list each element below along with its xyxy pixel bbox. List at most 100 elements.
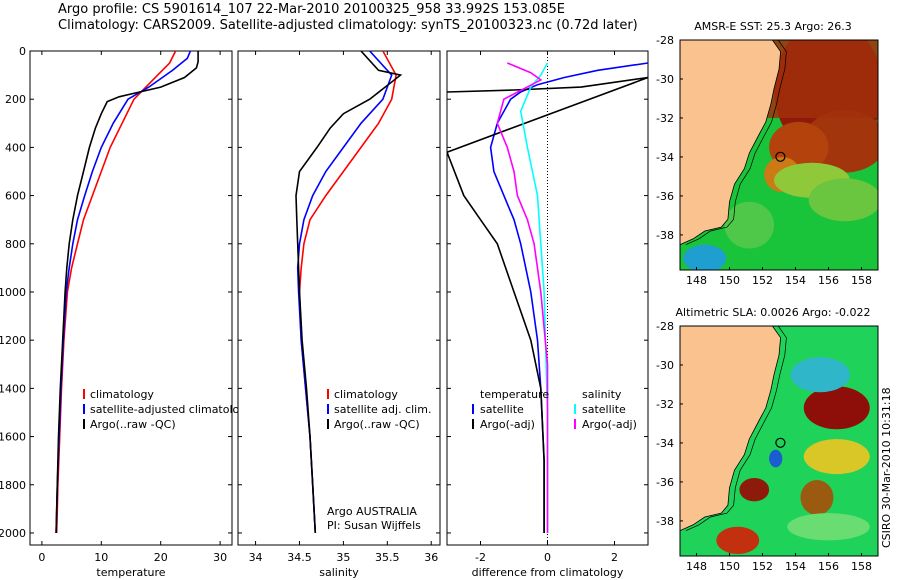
x-tick-label: 158 xyxy=(851,560,872,573)
map-content xyxy=(680,326,878,556)
x-tick-label: 34 xyxy=(249,551,263,564)
y-tick-label: 1200 xyxy=(0,334,26,347)
x-axis-label: salinity xyxy=(319,566,359,579)
land-mass xyxy=(680,326,782,532)
x-tick-label: 156 xyxy=(818,560,839,573)
timestamp-stamp: CSIRO 30-Mar-2010 10:31:18 xyxy=(880,387,893,548)
sla-map: 148 150 152 154 156 158 -28 -30 -32 -34 -36 -38 Alti… xyxy=(656,306,879,573)
series-line xyxy=(295,51,403,534)
x-tick-label: 156 xyxy=(818,274,839,287)
series-line xyxy=(55,51,199,534)
x-tick-label: 20 xyxy=(154,551,168,564)
data-blob xyxy=(739,478,770,502)
x-tick-label: 154 xyxy=(785,560,806,573)
legend-entry: salinity xyxy=(582,388,622,401)
y-tick-label: -28 xyxy=(656,34,674,47)
x-tick-label: 30 xyxy=(213,551,227,564)
x-tick-label: 10 xyxy=(94,551,108,564)
data-blob xyxy=(803,439,870,475)
data-blob xyxy=(724,201,775,249)
data-blob xyxy=(808,178,878,222)
panel-annotation: Argo AUSTRALIA xyxy=(327,505,417,518)
data-blob xyxy=(716,526,760,555)
legend-entry: satellite-adjusted climatology xyxy=(90,403,253,416)
legend-entry: climatology xyxy=(90,388,154,401)
x-tick-label: 148 xyxy=(686,560,707,573)
x-tick-label: -2 xyxy=(475,551,486,564)
map-content xyxy=(680,40,878,270)
x-tick-label: 152 xyxy=(752,274,773,287)
y-tick-label: -30 xyxy=(656,359,674,372)
x-tick-label: 2 xyxy=(611,551,618,564)
legend-entry: Argo(-adj) xyxy=(480,418,535,431)
x-tick-label: 35 xyxy=(336,551,350,564)
series-line xyxy=(447,76,648,533)
salinity-panel: 34 34.5 35 35.5 36 salinity climatology satelli… xyxy=(237,50,441,579)
map-title: Altimetric SLA: 0.0026 Argo: -0.022 xyxy=(676,306,871,319)
data-blob xyxy=(790,357,850,393)
difference-panel: -2 0 2 difference from climatology temperatu… xyxy=(446,50,649,579)
x-tick-label: 158 xyxy=(851,274,872,287)
y-tick-label: 2000 xyxy=(0,527,26,540)
y-tick-label: 800 xyxy=(5,238,26,251)
map-title: AMSR-E SST: 25.3 Argo: 26.3 xyxy=(694,20,852,33)
x-tick-label: 0 xyxy=(544,551,551,564)
legend-entry: satellite adj. clim. xyxy=(334,403,431,416)
y-tick-label: 0 xyxy=(19,45,26,58)
y-tick-label: -32 xyxy=(656,398,674,411)
data-blob xyxy=(683,244,727,270)
y-tick-label: 200 xyxy=(5,93,26,106)
y-tick-label: -30 xyxy=(656,73,674,86)
y-tick-label: -38 xyxy=(656,515,674,528)
x-tick-label: 150 xyxy=(719,560,740,573)
data-blob xyxy=(787,513,870,541)
figure-title-line2: Climatology: CARS2009. Satellite-adjuste… xyxy=(58,18,638,33)
warm-band xyxy=(767,40,878,118)
y-tick-label: 1400 xyxy=(0,382,26,395)
x-tick-label: 35.5 xyxy=(375,551,400,564)
legend-entry: temperature xyxy=(480,388,549,401)
y-tick-label: 1000 xyxy=(0,286,26,299)
legend-entry: Argo(-adj) xyxy=(582,418,637,431)
legend-entry: satellite xyxy=(480,403,524,416)
series-line xyxy=(496,62,549,533)
legend-entry: climatology xyxy=(334,388,398,401)
legend-entry: satellite xyxy=(582,403,626,416)
sst-map: 148 150 152 154 156 158 -28 -30 -32 -34 -36 -38 AMSR… xyxy=(656,20,879,287)
figure-title-line1: Argo profile: CS 5901614_107 22-Mar-2010… xyxy=(58,2,566,17)
plot-frame xyxy=(237,50,441,546)
shelf-contour xyxy=(685,326,787,532)
x-tick-label: 150 xyxy=(719,274,740,287)
y-tick-label: -36 xyxy=(656,190,674,203)
data-blob xyxy=(803,386,870,430)
y-tick-label: 600 xyxy=(5,190,26,203)
legend-entry: Argo(..raw -QC) xyxy=(90,418,176,431)
y-tick-label: -38 xyxy=(656,229,674,242)
y-tick-label: -34 xyxy=(656,151,674,164)
argo-position-marker xyxy=(775,151,786,162)
shelf-contour xyxy=(685,40,787,246)
x-tick-label: 148 xyxy=(686,274,707,287)
y-tick-label: -34 xyxy=(656,437,674,450)
legend-entry: Argo(..raw -QC) xyxy=(334,418,420,431)
temperature-panel: 0 200 400 600 800 1000 1200 1400 1600 1800 2000 0 10… xyxy=(0,45,253,579)
y-tick-label: 1600 xyxy=(0,431,26,444)
argo-position-marker xyxy=(775,437,786,448)
plot-frame xyxy=(29,50,233,546)
y-tick-label: 400 xyxy=(5,141,26,154)
y-tick-label: 1800 xyxy=(0,479,26,492)
y-tick-label: -28 xyxy=(656,320,674,333)
y-tick-label: -32 xyxy=(656,112,674,125)
x-axis-label: temperature xyxy=(96,566,165,579)
land-mass xyxy=(680,40,782,246)
panel-annotation: PI: Susan Wijffels xyxy=(327,519,421,532)
x-tick-label: 36 xyxy=(424,551,438,564)
x-tick-label: 152 xyxy=(752,560,773,573)
x-tick-label: 34.5 xyxy=(287,551,312,564)
x-tick-label: 0 xyxy=(38,551,45,564)
x-tick-label: 154 xyxy=(785,274,806,287)
data-blob xyxy=(769,449,783,468)
map-frame xyxy=(679,325,879,557)
series-line xyxy=(489,62,648,533)
